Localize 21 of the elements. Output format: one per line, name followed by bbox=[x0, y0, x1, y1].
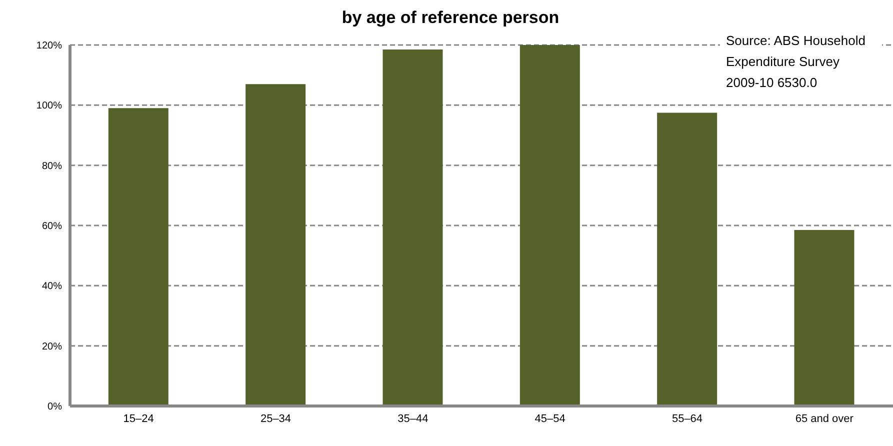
y-tick-label: 20% bbox=[42, 341, 62, 352]
x-tick-label: 15–24 bbox=[123, 412, 154, 425]
y-tick-label: 80% bbox=[42, 160, 62, 172]
annotation: Source: ABS Household Expenditure Survey 2009-10 6530.0 bbox=[720, 30, 882, 93]
bar bbox=[657, 112, 718, 406]
x-tick-label: 35–44 bbox=[398, 412, 428, 425]
y-tick-label: 40% bbox=[42, 281, 62, 292]
x-tick-label: 45–54 bbox=[534, 412, 566, 425]
x-tick-label: 55–64 bbox=[672, 412, 703, 425]
bar bbox=[246, 84, 306, 406]
bar bbox=[794, 230, 854, 406]
y-tick-label: 0% bbox=[48, 402, 62, 413]
x-tick-label: 25–34 bbox=[260, 412, 292, 425]
chart-title: by age of reference person bbox=[340, 8, 560, 28]
y-tick-label: 60% bbox=[42, 221, 62, 232]
bar bbox=[108, 108, 168, 406]
y-tick-label: 120% bbox=[36, 40, 62, 52]
x-tick-label: 65 and over bbox=[795, 412, 854, 425]
y-tick-label: 100% bbox=[36, 100, 62, 112]
bar bbox=[520, 45, 580, 406]
bar bbox=[382, 50, 443, 406]
